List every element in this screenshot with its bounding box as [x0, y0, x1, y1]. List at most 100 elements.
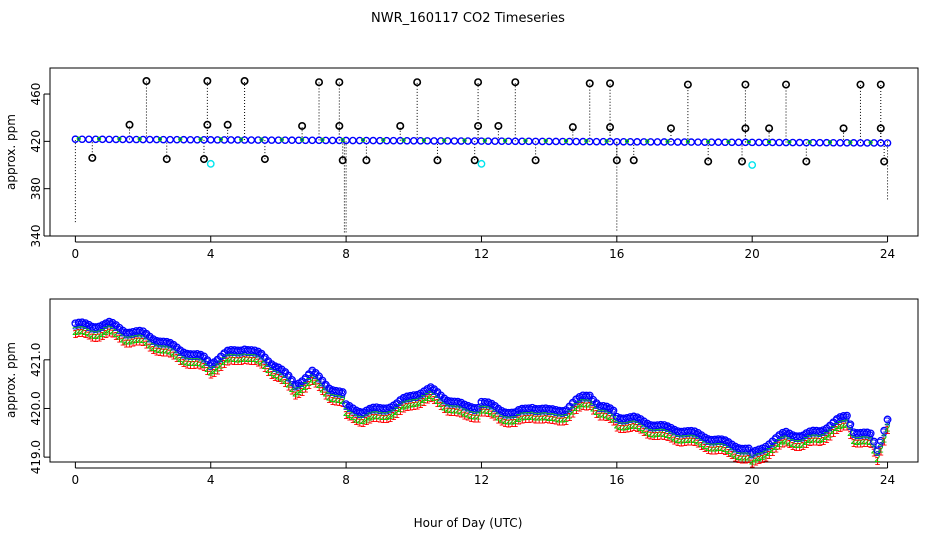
level-2-marker: 2 [884, 421, 891, 434]
level-1-marker: 1 [231, 355, 238, 368]
spike-high-point-1 [142, 77, 151, 86]
x-tick-label-bottom-12: 12 [474, 473, 489, 487]
y-ticks-top: 340 380 420 460 [29, 83, 50, 247]
level-3-marker: 3 [871, 438, 878, 451]
level-3-marker: 3 [123, 329, 130, 342]
level-2-marker: 2 [336, 393, 343, 406]
level-1-marker: 1 [319, 385, 326, 398]
level-1-marker: 1 [119, 335, 126, 348]
level-1-marker: 1 [410, 400, 417, 413]
level-1-marker: 1 [275, 372, 282, 385]
level-2-marker: 2 [820, 432, 827, 445]
level-1-marker: 1 [326, 393, 333, 406]
level-3-marker: 3 [387, 403, 394, 416]
level-1-marker: 1 [414, 400, 421, 413]
spike-high-point-19 [606, 123, 615, 132]
level-3-marker: 3 [363, 406, 370, 419]
level-2-marker: 2 [813, 432, 820, 445]
level-3-marker: 3 [512, 408, 519, 421]
level-1-marker: 1 [407, 401, 414, 414]
y-axis-label-top: approx. ppm [4, 114, 18, 190]
level-1-marker: 1 [573, 404, 580, 417]
level-2-marker: 2 [160, 343, 167, 356]
level-1-marker: 1 [194, 359, 201, 372]
level-1-marker: 1 [498, 416, 505, 429]
baseline-point-green [868, 140, 873, 145]
level-3-marker: 3 [451, 397, 458, 410]
baseline-point [227, 136, 235, 144]
data-marks-top [71, 77, 892, 233]
level-3-marker: 3 [96, 323, 103, 336]
level-1-marker: 1 [346, 411, 353, 424]
level-1-marker: 1 [640, 426, 647, 439]
level-1-marker: 1 [766, 449, 773, 462]
level-1-marker: 1 [654, 430, 661, 443]
level-2-marker: 2 [596, 408, 603, 421]
level-1-marker: 1 [343, 409, 350, 422]
level-3-marker: 3 [847, 420, 854, 433]
mean-point [558, 406, 567, 415]
level-1-marker: 1 [102, 328, 109, 341]
level-2-marker: 2 [772, 440, 779, 453]
level-2-marker: 2 [539, 410, 546, 423]
level-1-marker: 1 [864, 437, 871, 450]
level-2-marker: 2 [627, 419, 634, 432]
baseline-point-green [848, 140, 853, 145]
level-2-marker: 2 [678, 434, 685, 447]
level-1-marker: 1 [711, 444, 718, 457]
level-3-marker: 3 [515, 406, 522, 419]
level-1-marker: 1 [664, 431, 671, 444]
level-1-marker: 1 [177, 355, 184, 368]
level-1-marker: 1 [363, 415, 370, 428]
level-1-marker: 1 [464, 410, 471, 423]
level-1-marker: 1 [877, 446, 884, 459]
level-2-marker: 2 [261, 359, 268, 372]
baseline-point-green [320, 137, 325, 142]
mean-point [660, 421, 669, 430]
level-2-marker: 2 [404, 398, 411, 411]
level-1-marker: 1 [285, 380, 292, 393]
baseline-point [146, 135, 154, 144]
spike-high-point-28 [876, 80, 885, 89]
mean-point [839, 412, 848, 420]
spike-high-point-7 [315, 78, 324, 87]
level-2-marker: 2 [579, 397, 586, 410]
level-1-marker: 1 [837, 422, 844, 435]
level-2-marker: 2 [515, 412, 522, 425]
level-2-marker: 2 [556, 413, 563, 426]
mean-point [474, 403, 483, 412]
level-1-marker: 1 [634, 422, 641, 435]
level-1-marker: 1 [153, 345, 160, 358]
level-3-marker: 3 [881, 427, 888, 440]
level-2-marker: 2 [833, 421, 840, 434]
level-1-marker: 1 [881, 435, 888, 448]
baseline-point-green [462, 138, 467, 143]
level-2-marker: 2 [512, 414, 519, 427]
level-1-marker: 1 [566, 411, 573, 424]
baseline-point-green [96, 136, 102, 141]
level-2-marker: 2 [309, 372, 316, 385]
spike-high-point-3 [203, 120, 212, 129]
mean-point [271, 362, 279, 371]
level-3-marker: 3 [339, 388, 346, 401]
level-1-marker: 1 [387, 412, 394, 425]
level-1-marker: 1 [75, 327, 82, 340]
level-2-marker: 2 [640, 423, 647, 436]
level-1-marker: 1 [448, 406, 455, 419]
level-2-marker: 2 [563, 412, 570, 425]
level-2-marker: 2 [380, 410, 387, 423]
level-2-marker: 2 [502, 414, 509, 427]
level-1-marker: 1 [678, 436, 685, 449]
level-2-marker: 2 [749, 455, 756, 468]
baseline-point [430, 137, 438, 145]
level-2-marker: 2 [532, 411, 539, 424]
level-1-marker: 1 [671, 434, 678, 447]
level-1-marker: 1 [617, 423, 624, 436]
level-1-marker: 1 [661, 430, 668, 443]
level-2-marker: 2 [102, 325, 109, 338]
level-1-marker: 1 [607, 413, 614, 426]
level-1-marker: 1 [72, 328, 79, 341]
level-2-marker: 2 [759, 450, 766, 463]
level-2-marker: 2 [383, 410, 390, 423]
